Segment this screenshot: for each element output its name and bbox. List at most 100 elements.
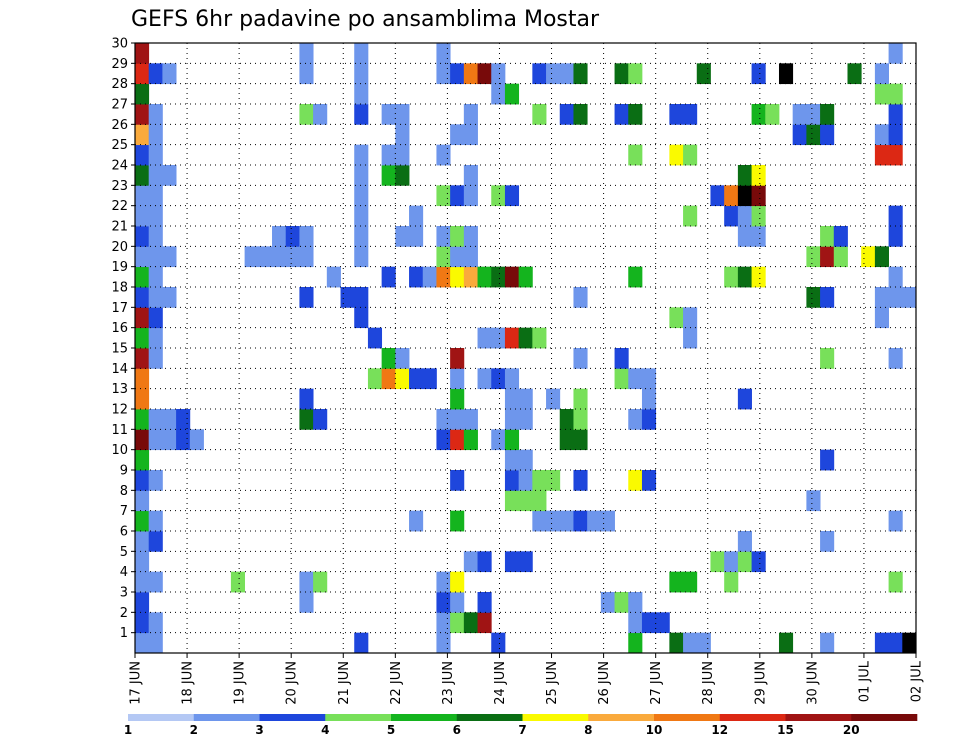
heatmap-cell xyxy=(614,63,629,85)
heatmap-cell xyxy=(450,226,465,247)
y-tick-label: 26 xyxy=(111,118,128,133)
heatmap-cell xyxy=(806,490,821,512)
heatmap-cell xyxy=(724,185,739,207)
heatmap-cell xyxy=(148,144,163,166)
heatmap-cell xyxy=(436,43,451,64)
y-tick-label: 19 xyxy=(111,260,128,275)
heatmap-cell xyxy=(559,429,574,451)
heatmap-cell xyxy=(354,144,369,166)
heatmap-cell xyxy=(135,388,150,410)
heatmap-cell xyxy=(792,124,807,146)
heatmap-cell xyxy=(354,246,369,268)
heatmap-cell xyxy=(176,429,191,451)
heatmap-cell xyxy=(683,571,698,593)
heatmap-cell xyxy=(491,266,506,288)
heatmap-cell xyxy=(874,287,889,308)
heatmap-cell xyxy=(751,226,766,247)
heatmap-cell xyxy=(504,388,520,410)
heatmap-cell xyxy=(477,368,492,390)
y-tick-label: 23 xyxy=(111,179,128,194)
heatmap-cell xyxy=(148,470,163,491)
heatmap-cell xyxy=(669,307,684,329)
y-tick-label: 10 xyxy=(111,443,128,458)
y-tick-label: 3 xyxy=(120,586,128,601)
heatmap-cell xyxy=(450,470,465,491)
x-axis: 17 JUN 18 JUN 19 JUN 20 JUN 21 JUN 22 JUN 23 J… xyxy=(129,653,925,705)
heatmap-cell xyxy=(450,409,465,430)
heatmap-cell xyxy=(765,104,780,125)
heatmap-cell xyxy=(450,429,465,451)
heatmap-cell xyxy=(888,205,903,227)
heatmap-cell xyxy=(463,266,478,288)
x-tick-label: 25 JUN xyxy=(545,661,560,705)
heatmap-cell xyxy=(450,124,465,146)
heatmap-cell xyxy=(888,43,903,64)
heatmap-cell xyxy=(162,409,177,430)
y-tick-label: 20 xyxy=(111,240,128,255)
y-axis: 1234567891011121314151617181920212223242… xyxy=(111,37,135,641)
heatmap-cell xyxy=(450,185,465,207)
heatmap-cell xyxy=(737,531,752,552)
heatmap-cell xyxy=(874,632,889,654)
heatmap-cell xyxy=(354,307,369,329)
heatmap-cell xyxy=(641,368,657,390)
heatmap-cell xyxy=(573,348,588,369)
heatmap-cell xyxy=(888,144,903,166)
heatmap-cell xyxy=(546,470,561,491)
heatmap-cell xyxy=(888,124,903,146)
heatmap-cell xyxy=(162,429,177,451)
heatmap-cell xyxy=(285,226,300,247)
heatmap-cell xyxy=(135,246,150,268)
heatmap-cell xyxy=(463,165,478,186)
heatmap-cell xyxy=(820,246,835,268)
heatmap-cell xyxy=(724,205,739,227)
x-tick-label: 28 JUN xyxy=(701,661,716,705)
heatmap-cell xyxy=(518,470,533,491)
y-tick-label: 11 xyxy=(111,423,128,438)
heatmap-cell xyxy=(436,612,451,634)
heatmap-cell xyxy=(669,144,684,166)
heatmap-cell xyxy=(450,510,465,532)
heatmap-cell xyxy=(381,104,396,125)
heatmap-cell xyxy=(641,612,657,634)
heatmap-cell xyxy=(135,368,150,390)
y-tick-label: 15 xyxy=(111,342,128,357)
heatmap-cell xyxy=(326,266,341,288)
heatmap-cell xyxy=(148,185,163,207)
heatmap-cell xyxy=(518,409,533,430)
heatmap-cell xyxy=(148,571,163,593)
heatmap-cell xyxy=(504,185,520,207)
heatmap-cell xyxy=(285,246,300,268)
x-tick-label: 24 JUN xyxy=(493,661,508,705)
heatmap-cell xyxy=(751,104,766,125)
heatmap-cell xyxy=(806,287,821,308)
heatmap-cell xyxy=(628,470,643,491)
heatmap-cell xyxy=(354,185,369,207)
heatmap-cell xyxy=(820,104,835,125)
x-tick-label: 29 JUN xyxy=(753,661,768,705)
heatmap-cell xyxy=(148,104,163,125)
heatmap-cell xyxy=(546,388,561,410)
heatmap-cell xyxy=(518,449,533,471)
heatmap-cell xyxy=(504,490,520,512)
heatmap-cell xyxy=(477,612,492,634)
heatmap-cell xyxy=(436,246,451,268)
heatmap-cell xyxy=(778,63,794,85)
heatmap-cell xyxy=(436,266,451,288)
heatmap-cell xyxy=(820,348,835,369)
heatmap-cell xyxy=(135,165,150,186)
heatmap-cell xyxy=(874,63,889,85)
heatmap-cell xyxy=(135,429,150,451)
heatmap-cell xyxy=(683,144,698,166)
heatmap-cell xyxy=(299,287,314,308)
heatmap-cell xyxy=(354,43,369,64)
heatmap-cell xyxy=(751,185,766,207)
heatmap-cell xyxy=(135,571,150,593)
heatmap-cell xyxy=(395,226,410,247)
heatmap-cell xyxy=(299,104,314,125)
heatmap-cell xyxy=(162,63,177,85)
heatmap-cell xyxy=(135,43,150,64)
x-tick-label: 18 JUN xyxy=(181,661,196,705)
heatmap-cell xyxy=(710,551,725,573)
